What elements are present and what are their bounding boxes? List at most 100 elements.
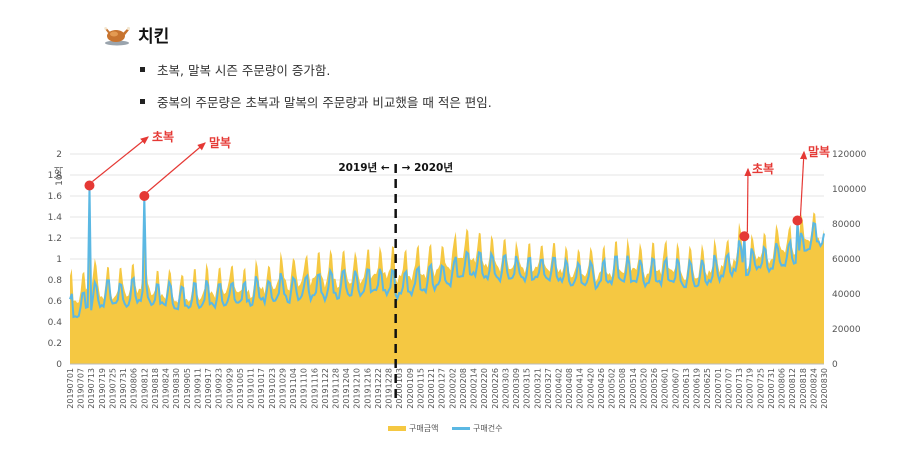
x-tick-label: 20200109 xyxy=(406,368,415,409)
roast-chicken-icon xyxy=(104,26,130,45)
annotation-label: 초복 xyxy=(752,162,774,176)
x-tick-label: 20200220 xyxy=(480,368,489,409)
x-tick-label: 20191110 xyxy=(300,368,309,409)
x-tick-label: 20200824 xyxy=(809,368,818,409)
list-item: 중복의 주문량은 초복과 말복의 주문량과 비교했을 때 적은 편임. xyxy=(140,92,492,111)
x-tick-label: 20200115 xyxy=(417,368,426,409)
x-tick-label: 20200713 xyxy=(735,368,744,409)
y-left-tick-label: 1.2 xyxy=(48,234,62,244)
x-tick-label: 20191222 xyxy=(374,368,383,409)
x-tick-label: 20200402 xyxy=(555,368,564,409)
x-tick-label: 20191116 xyxy=(310,368,319,409)
x-tick-label: 20190911 xyxy=(193,368,202,409)
x-tick-label: 20200619 xyxy=(693,368,702,409)
x-tick-label: 20200701 xyxy=(714,368,723,409)
x-tick-label: 20200408 xyxy=(565,368,574,409)
spike-marker xyxy=(139,191,150,201)
annotation-label: 초복 xyxy=(152,130,174,144)
annotation-arrow xyxy=(744,167,752,233)
x-tick-label: 20200327 xyxy=(544,368,553,409)
x-tick-label: 20191122 xyxy=(321,368,330,409)
y-left-tick-label: 1.6 xyxy=(48,192,63,202)
x-tick-label: 20200601 xyxy=(661,368,670,409)
x-tick-label: 20200613 xyxy=(682,368,691,409)
y-right-tick-label: 40000 xyxy=(832,290,861,300)
x-tick-label: 20191011 xyxy=(247,368,256,409)
annotation-arrow xyxy=(799,150,808,217)
x-tick-label: 20200625 xyxy=(703,368,712,409)
annotation-arrow xyxy=(146,142,206,193)
y-right-tick-label: 100000 xyxy=(832,185,867,195)
x-tick-label: 20200526 xyxy=(650,368,659,409)
y-right-tick-label: 0 xyxy=(832,360,838,370)
x-tick-label: 20200719 xyxy=(746,368,755,409)
x-tick-label: 20190830 xyxy=(172,368,181,409)
x-tick-label: 20200315 xyxy=(523,368,532,409)
y-right-tick-label: 120000 xyxy=(832,150,867,160)
x-tick-label: 20190824 xyxy=(162,368,171,409)
y-left-tick-label: 0.4 xyxy=(48,318,63,328)
x-tick-label: 20200420 xyxy=(586,368,595,409)
x-tick-label: 20191005 xyxy=(236,368,245,409)
x-tick-label: 20200208 xyxy=(459,368,468,409)
x-tick-label: 20200426 xyxy=(597,368,606,409)
x-tick-label: 20200607 xyxy=(671,368,680,409)
annotation-arrow xyxy=(92,136,149,182)
annotation-label: 말복 xyxy=(209,136,231,150)
x-tick-label: 20191017 xyxy=(257,368,266,409)
y-left-axis-title: 10억 xyxy=(53,166,65,186)
series-area-purchase-amount xyxy=(70,185,824,364)
x-tick-label: 20200514 xyxy=(629,368,638,409)
x-tick-label: 20190929 xyxy=(225,368,234,409)
x-tick-label: 20190818 xyxy=(151,368,160,409)
x-tick-label: 20190923 xyxy=(215,368,224,409)
x-tick-label: 20190905 xyxy=(183,368,192,409)
bullet-marker xyxy=(140,67,145,72)
x-tick-label: 20191204 xyxy=(342,368,351,409)
x-tick-label: 20200818 xyxy=(799,368,808,409)
x-tick-label: 20190713 xyxy=(87,368,96,409)
x-tick-label: 20200414 xyxy=(576,368,585,409)
y-left-tick-label: 1 xyxy=(56,255,62,265)
y-left-tick-label: 0.2 xyxy=(48,339,62,349)
x-tick-label: 20191029 xyxy=(278,368,287,409)
y-right-tick-label: 20000 xyxy=(832,325,861,335)
x-tick-label: 20191023 xyxy=(268,368,277,409)
x-tick-label: 20191210 xyxy=(353,368,362,409)
spike-marker xyxy=(84,180,95,191)
legend-label-purchase-count: 구매건수 xyxy=(473,423,502,433)
x-tick-label: 20200303 xyxy=(501,368,510,409)
y-right-tick-label: 80000 xyxy=(832,220,861,230)
x-tick-label: 20200806 xyxy=(778,368,787,409)
x-tick-label: 20191228 xyxy=(385,368,394,409)
x-tick-label: 20190701 xyxy=(66,368,75,409)
x-tick-label: 20191216 xyxy=(363,368,372,409)
x-tick-label: 20200725 xyxy=(756,368,765,409)
x-tick-label: 20200502 xyxy=(608,368,617,409)
divider-label-2020: → 2020년 xyxy=(402,161,453,174)
bullet-marker xyxy=(140,99,145,104)
x-tick-label: 20200812 xyxy=(788,368,797,409)
x-tick-label: 20200508 xyxy=(618,368,627,409)
x-tick-label: 20190719 xyxy=(98,368,107,409)
x-tick-label: 20200309 xyxy=(512,368,521,409)
x-tick-label: 20200707 xyxy=(724,368,733,409)
spike-marker xyxy=(792,215,803,226)
x-tick-label: 20200731 xyxy=(767,368,776,409)
annotation-label: 말복 xyxy=(808,145,830,159)
x-tick-label: 20200121 xyxy=(427,368,436,409)
y-left-tick-label: 1.8 xyxy=(48,171,63,181)
x-tick-label: 20200127 xyxy=(438,368,447,409)
x-tick-label: 20191128 xyxy=(332,368,341,409)
bullet-text: 중복의 주문량은 초복과 말복의 주문량과 비교했을 때 적은 편임. xyxy=(157,95,492,110)
x-tick-label: 20200520 xyxy=(640,368,649,409)
legend-swatch-purchase-amount xyxy=(388,426,406,431)
legend-label-purchase-amount: 구매금액 xyxy=(409,423,438,433)
x-tick-label: 20200214 xyxy=(470,368,479,409)
x-tick-label: 20200202 xyxy=(448,368,457,409)
x-tick-label: 20190812 xyxy=(140,368,149,409)
x-tick-label: 20200103 xyxy=(395,368,404,409)
spike-marker xyxy=(739,231,750,242)
x-tick-label: 20190707 xyxy=(77,368,86,409)
